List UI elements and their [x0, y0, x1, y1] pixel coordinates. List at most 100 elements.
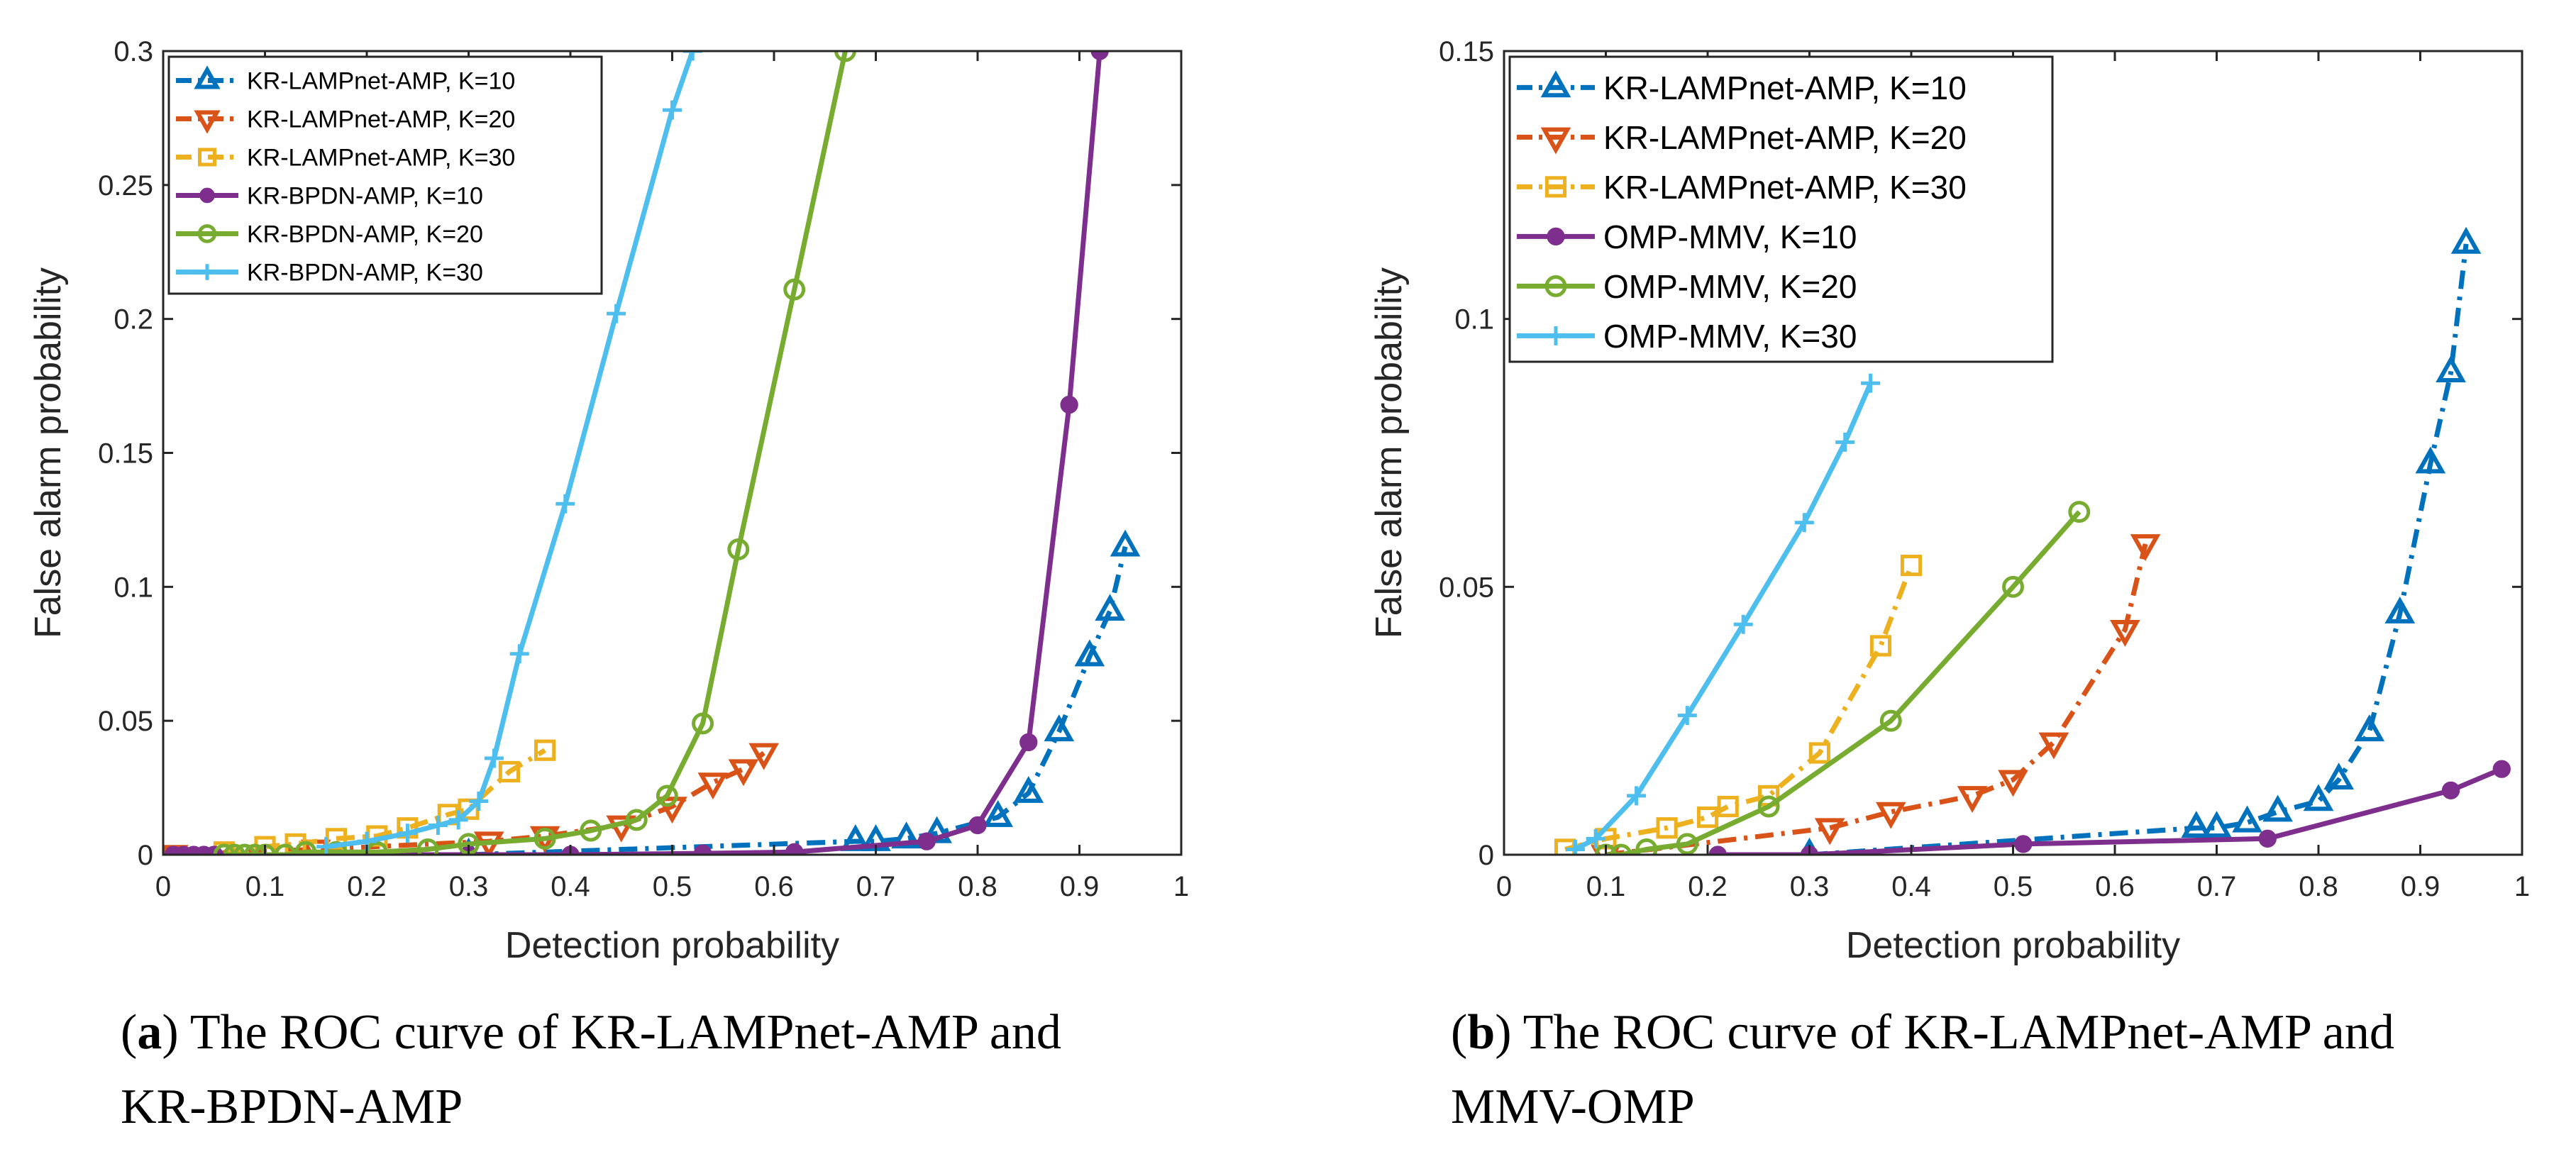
data-point-4-4	[2258, 829, 2277, 848]
data-point-4-6	[2492, 760, 2511, 778]
series-2	[1591, 534, 2161, 855]
x-tick-label-3: 0.2	[1688, 871, 1728, 902]
data-point-2-6	[2038, 732, 2069, 760]
data-point-1-7	[1013, 776, 1044, 803]
data-point-6-3	[397, 824, 417, 843]
data-point-1-2	[2181, 811, 2212, 838]
series-line-5	[1605, 510, 2082, 855]
x-tick-label-5: 0.4	[551, 871, 590, 902]
data-point-1-6	[983, 800, 1014, 827]
data-point-6-8	[1861, 373, 1881, 393]
legend-marker-1	[1540, 70, 1571, 98]
series-1	[458, 529, 1141, 855]
data-point-1-11	[1110, 529, 1141, 557]
data-point-5-12	[534, 827, 556, 850]
legend-item-5: OMP-MMV, K=20	[1517, 268, 1857, 305]
data-point-1-9	[2384, 596, 2416, 623]
x-tick-label-1: 0	[155, 871, 171, 902]
data-point-6-4	[1677, 706, 1697, 726]
data-point-5-2	[1610, 843, 1632, 855]
data-point-6-6	[469, 791, 489, 811]
series-line-2	[1605, 543, 2148, 855]
x-tick-label-2: 0.1	[245, 871, 285, 902]
data-point-5-2	[223, 843, 245, 855]
data-point-1-10	[1095, 594, 1125, 621]
data-point-3-8	[1869, 635, 1892, 657]
legend-item-6: KR-BPDN-AMP, K=30	[176, 260, 483, 287]
y-axis-label: False alarm probability	[1369, 267, 1410, 638]
data-point-5-14	[625, 809, 648, 831]
data-point-1-8	[2354, 714, 2385, 742]
legend-label-5: OMP-MMV, K=20	[1603, 268, 1857, 305]
data-point-5-6	[1879, 709, 1902, 732]
data-point-6-7	[1835, 432, 1855, 452]
data-point-4-8	[693, 844, 712, 855]
legend-item-2: KR-LAMPnet-AMP, K=20	[1517, 119, 1967, 156]
legend-marker-6	[1546, 326, 1566, 345]
legend-item-1: KR-LAMPnet-AMP, K=10	[176, 65, 515, 95]
legend-label-5: KR-BPDN-AMP, K=20	[247, 221, 483, 248]
data-point-1-12	[2450, 226, 2482, 254]
legend-marker-3	[198, 148, 216, 167]
data-point-2-7	[697, 772, 729, 800]
plot-area	[1554, 226, 2511, 855]
x-tick-label-10: 0.9	[1060, 871, 1100, 902]
data-point-2-8	[728, 759, 759, 787]
data-point-5-17	[727, 538, 750, 560]
x-tick-label-4: 0.3	[1790, 871, 1830, 902]
series-3	[1554, 555, 1923, 855]
y-tick-label-2: 0.05	[1439, 572, 1494, 603]
x-tick-label-8: 0.7	[2197, 871, 2237, 902]
legend-item-2: KR-LAMPnet-AMP, K=20	[176, 106, 515, 134]
legend-marker-2	[1540, 127, 1571, 155]
data-point-2-3	[1875, 802, 1906, 829]
data-point-4-10	[917, 832, 936, 850]
x-tick-label-11: 1	[1173, 871, 1189, 902]
data-point-5-4	[243, 843, 266, 855]
data-point-6-11	[663, 100, 682, 120]
chart-panel-b: 0 0.1 0.2 0.3 0.4 0.5 0.6 0.7 0.8 0.9 1 0 0.05 0.1 0.1…	[1369, 36, 2530, 1134]
x-tick-label-11: 1	[2514, 871, 2530, 902]
data-point-4-14	[1090, 51, 1109, 60]
legend-item-3: KR-LAMPnet-AMP, K=30	[176, 145, 515, 172]
data-point-2-6	[657, 797, 687, 824]
data-point-3-3	[1656, 817, 1678, 839]
x-tick-label-6: 0.5	[653, 871, 692, 902]
y-axis-label: False alarm probability	[28, 267, 69, 638]
data-point-5-16	[692, 712, 714, 735]
y-tick-label-3: 0.1	[1454, 304, 1494, 336]
series-line-4	[1718, 766, 2503, 855]
caption: (b) The ROC curve of KR-LAMPnet-AMP and M…	[1451, 1005, 2394, 1134]
data-point-6-1	[316, 837, 336, 855]
data-point-1-4	[891, 821, 922, 849]
x-tick-label-5: 0.4	[1891, 871, 1931, 902]
data-point-2-5	[1998, 770, 2028, 797]
data-point-2-9	[748, 743, 779, 770]
x-tick-label-10: 0.9	[2401, 871, 2440, 902]
data-point-4-11	[968, 816, 987, 835]
caption-line-2: KR-BPDN-AMP	[121, 1080, 463, 1134]
caption-text-1: The ROC curve of KR-LAMPnet-AMP and	[1523, 1005, 2394, 1060]
data-point-5-6	[274, 843, 297, 855]
y-tick-label-1: 0	[138, 840, 153, 871]
y-tick-label-2: 0.05	[98, 706, 153, 737]
data-point-1-3	[2201, 811, 2232, 838]
legend-label-6: KR-BPDN-AMP, K=30	[247, 260, 483, 287]
legend-item-4: OMP-MMV, K=10	[1517, 218, 1857, 255]
legend-marker-1	[194, 65, 221, 89]
x-tick-label-6: 0.5	[1994, 871, 2033, 902]
legend-label-1: KR-LAMPnet-AMP, K=10	[1603, 70, 1967, 106]
chart-panel-a: 0 0.1 0.2 0.3 0.4 0.5 0.6 0.7 0.8 0.9 1 0 0.05 0.1 0.1…	[28, 36, 1189, 1134]
data-point-6-6	[1794, 513, 1814, 533]
data-point-6-9	[555, 494, 575, 514]
data-point-5-4	[1676, 833, 1698, 855]
legend-box	[1508, 55, 2054, 363]
legend-item-4: KR-BPDN-AMP, K=10	[176, 183, 483, 210]
series-line-1	[1809, 243, 2469, 855]
data-point-2-2	[1814, 818, 1845, 846]
x-tick-label-9: 0.8	[958, 871, 997, 902]
data-point-6-3	[1627, 786, 1647, 806]
x-axis-label: Detection probability	[505, 925, 839, 966]
data-point-6-5	[1733, 614, 1753, 634]
